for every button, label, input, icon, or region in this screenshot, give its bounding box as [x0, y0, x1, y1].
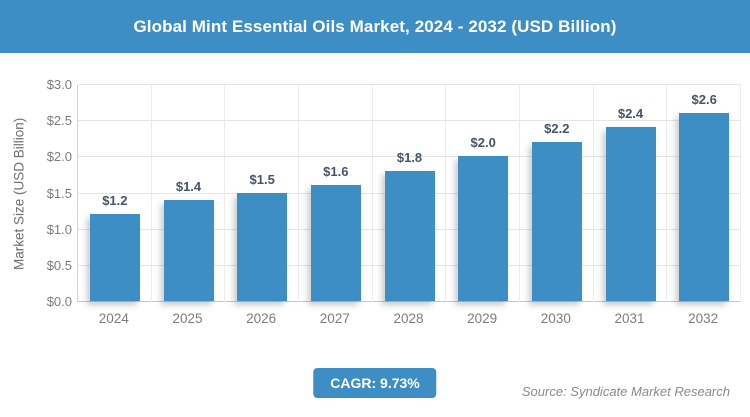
vertical-gridline: [519, 85, 520, 302]
vertical-gridline: [150, 85, 152, 302]
cagr-badge: CAGR: 9.73%: [313, 368, 437, 398]
bar-2030: [531, 141, 582, 301]
bar-2028: [384, 170, 435, 301]
vertical-gridline: [298, 85, 299, 302]
bar-2024: [89, 214, 140, 301]
y-tick-label: $1.5: [46, 185, 72, 201]
x-tick-label: 2029: [467, 311, 498, 326]
x-tick-label: 2027: [319, 311, 350, 326]
bar-2031: [605, 127, 656, 301]
horizontal-gridline: [78, 120, 741, 122]
bar-value-label: $2.2: [544, 120, 570, 136]
vertical-gridline: [592, 85, 594, 302]
x-tick-label: 2032: [688, 311, 719, 326]
bar-2026: [237, 192, 288, 301]
chart-title: Global Mint Essential Oils Market, 2024 …: [133, 16, 617, 36]
bar-2032: [679, 112, 730, 301]
horizontal-gridline: [78, 84, 741, 85]
plot-area: $1.2 $1.4 $1.5 $1.6 $1.8 $2.0 $2.2 $2.4 $2.6: [77, 84, 741, 302]
x-tick-label: 2030: [540, 311, 571, 326]
vertical-gridline: [224, 85, 226, 302]
vertical-gridline: [371, 85, 373, 302]
bar-value-label: $1.4: [175, 178, 202, 194]
y-tick-label: $2.5: [46, 113, 72, 129]
bar-value-label: $2.0: [470, 135, 496, 151]
y-tick-label: $1.0: [46, 221, 72, 237]
y-tick-label: $0.0: [46, 294, 72, 309]
x-axis-tick-labels: 2024 2025 2026 2027 2028 2029 2030 2031 2032: [77, 311, 740, 329]
source-text: Source: Syndicate Market Research: [521, 384, 730, 399]
bar-value-label: $1.8: [396, 149, 423, 165]
bar-value-label: $2.4: [617, 106, 644, 122]
bar-2029: [458, 156, 509, 301]
bar-2027: [310, 185, 361, 301]
bar-value-label: $1.6: [323, 164, 349, 180]
vertical-gridline: [740, 85, 741, 302]
y-axis-tick-labels: $0.0 $0.5 $1.0 $1.5 $2.0 $2.5 $3.0: [0, 77, 72, 309]
y-tick-label: $0.5: [46, 257, 72, 273]
x-tick-label: 2031: [614, 311, 645, 326]
vertical-gridline: [666, 85, 668, 302]
bar-2025: [163, 199, 214, 301]
horizontal-gridline: [78, 156, 741, 158]
x-tick-label: 2028: [393, 311, 424, 326]
vertical-gridline: [445, 85, 447, 302]
bar-value-label: $2.6: [691, 91, 717, 107]
x-tick-label: 2024: [98, 311, 129, 326]
y-tick-label: $2.0: [46, 149, 72, 165]
y-tick-label: $3.0: [46, 77, 72, 92]
bar-value-label: $1.5: [249, 171, 275, 187]
x-tick-label: 2025: [172, 311, 203, 326]
x-tick-label: 2026: [246, 311, 277, 326]
bar-value-label: $1.2: [102, 193, 128, 209]
chart-title-bar: Global Mint Essential Oils Market, 2024 …: [0, 0, 750, 53]
